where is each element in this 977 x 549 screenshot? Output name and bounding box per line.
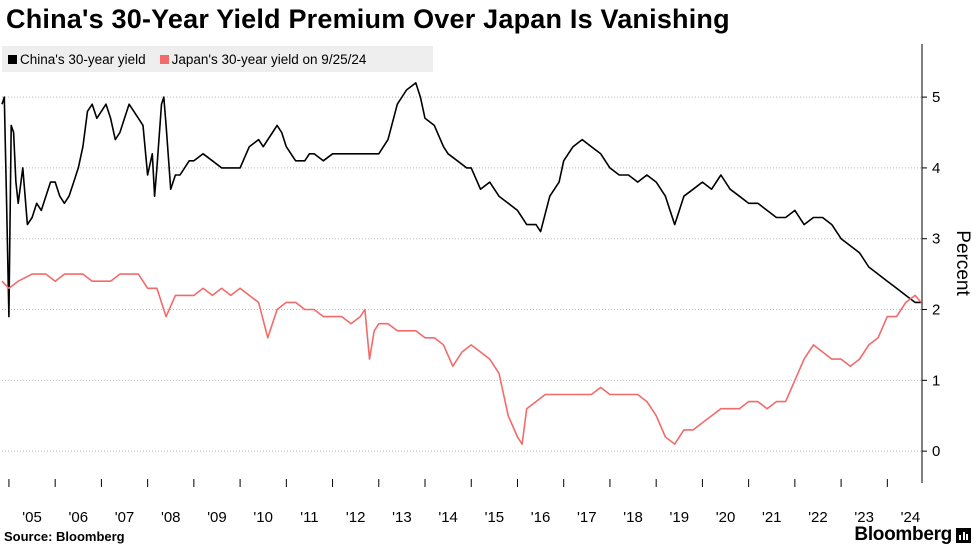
x-tick-label-2013: '13 <box>392 509 412 526</box>
x-tick-label-2020: '20 <box>716 509 736 526</box>
x-tick-label-2010: '10 <box>253 509 273 526</box>
x-tick-label-2019: '19 <box>670 509 690 526</box>
source-note: Source: Bloomberg <box>4 529 125 544</box>
legend-label-japan: Japan's 30-year yield on 9/25/24 <box>171 51 367 67</box>
legend-item-china: China's 30-year yield <box>8 52 146 67</box>
y-tick-label-3: 3 <box>932 231 940 248</box>
y-tick-label-1: 1 <box>932 372 940 389</box>
y-tick-label-4: 4 <box>932 160 940 177</box>
x-tick-label-2006: '06 <box>69 509 89 526</box>
x-tick-label-2017: '17 <box>577 509 597 526</box>
y-axis-title: Percent <box>952 230 973 296</box>
x-tick-label-2018: '18 <box>623 509 643 526</box>
legend-swatch-china <box>8 54 17 64</box>
x-tick-label-2007: '07 <box>115 509 135 526</box>
bloomberg-bars-icon <box>956 527 971 543</box>
x-tick-label-2014: '14 <box>438 509 458 526</box>
brand-logo: Bloomberg <box>854 524 971 546</box>
x-tick-label-2012: '12 <box>346 509 366 526</box>
y-tick-label-0: 0 <box>932 443 940 460</box>
series-line-japan <box>1 273 922 445</box>
x-tick-label-2021: '21 <box>762 509 782 526</box>
x-tick-label-2022: '22 <box>808 509 828 526</box>
x-tick-label-2011: '11 <box>300 509 318 526</box>
legend-label-china: China's 30-year yield <box>20 51 146 67</box>
brand-name: Bloomberg <box>854 524 952 545</box>
legend-item-japan: Japan's 30-year yield on 9/25/24 <box>159 51 367 67</box>
x-tick-label-2015: '15 <box>485 509 505 526</box>
x-tick-label-2016: '16 <box>531 509 551 526</box>
x-tick-label-2008: '08 <box>161 509 181 526</box>
x-tick-label-2024: '24 <box>901 509 921 526</box>
x-tick-label-2009: '09 <box>207 509 227 526</box>
x-tick-label-2023: '23 <box>854 509 874 526</box>
y-tick-label-5: 5 <box>932 89 940 106</box>
chart-title: China's 30-Year Yield Premium Over Japan… <box>6 4 730 34</box>
legend-swatch-japan <box>159 54 169 64</box>
y-tick-label-2: 2 <box>932 302 940 319</box>
legend: China's 30-year yield Japan's 30-year yi… <box>2 46 433 72</box>
x-tick-label-2005: '05 <box>22 509 42 526</box>
series-line-china <box>1 82 922 318</box>
